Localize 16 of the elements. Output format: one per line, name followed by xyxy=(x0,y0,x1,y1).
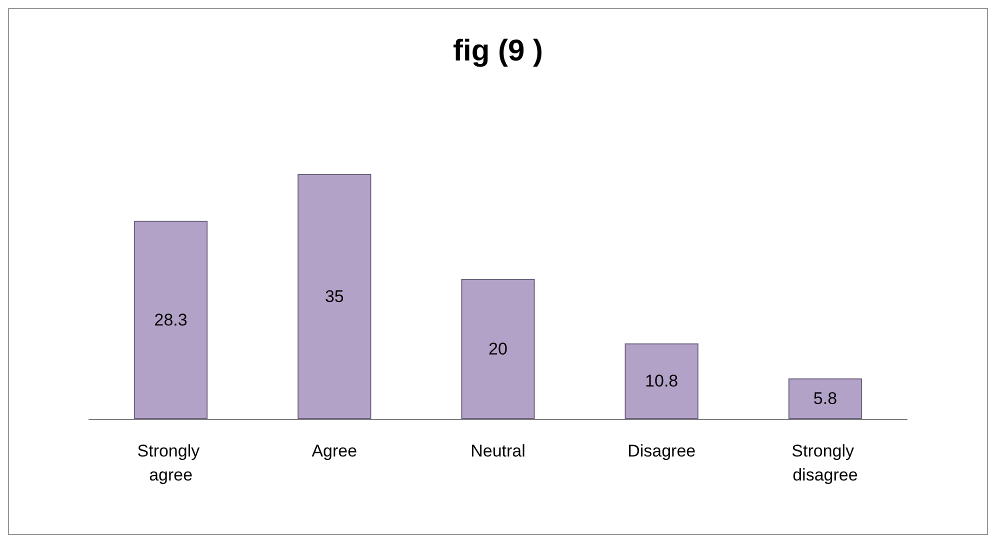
bar xyxy=(624,343,698,419)
data-label: 35 xyxy=(324,287,344,306)
data-label: 10.8 xyxy=(645,372,678,391)
x-tick-label: Strongly disagree xyxy=(792,442,859,484)
bar xyxy=(134,220,208,419)
data-label: 28.3 xyxy=(154,310,188,330)
bar xyxy=(461,279,535,419)
x-tick-label: Strongly agree xyxy=(137,442,204,484)
x-tick-label: Agree xyxy=(312,442,358,460)
bar xyxy=(298,174,372,419)
bar xyxy=(788,378,862,419)
chart-title: fig (9 ) xyxy=(453,34,543,68)
data-label: 5.8 xyxy=(813,389,838,408)
x-tick-label: Neutral xyxy=(470,442,526,460)
data-label: 20 xyxy=(488,340,508,358)
x-tick-label: Disagree xyxy=(628,442,696,460)
